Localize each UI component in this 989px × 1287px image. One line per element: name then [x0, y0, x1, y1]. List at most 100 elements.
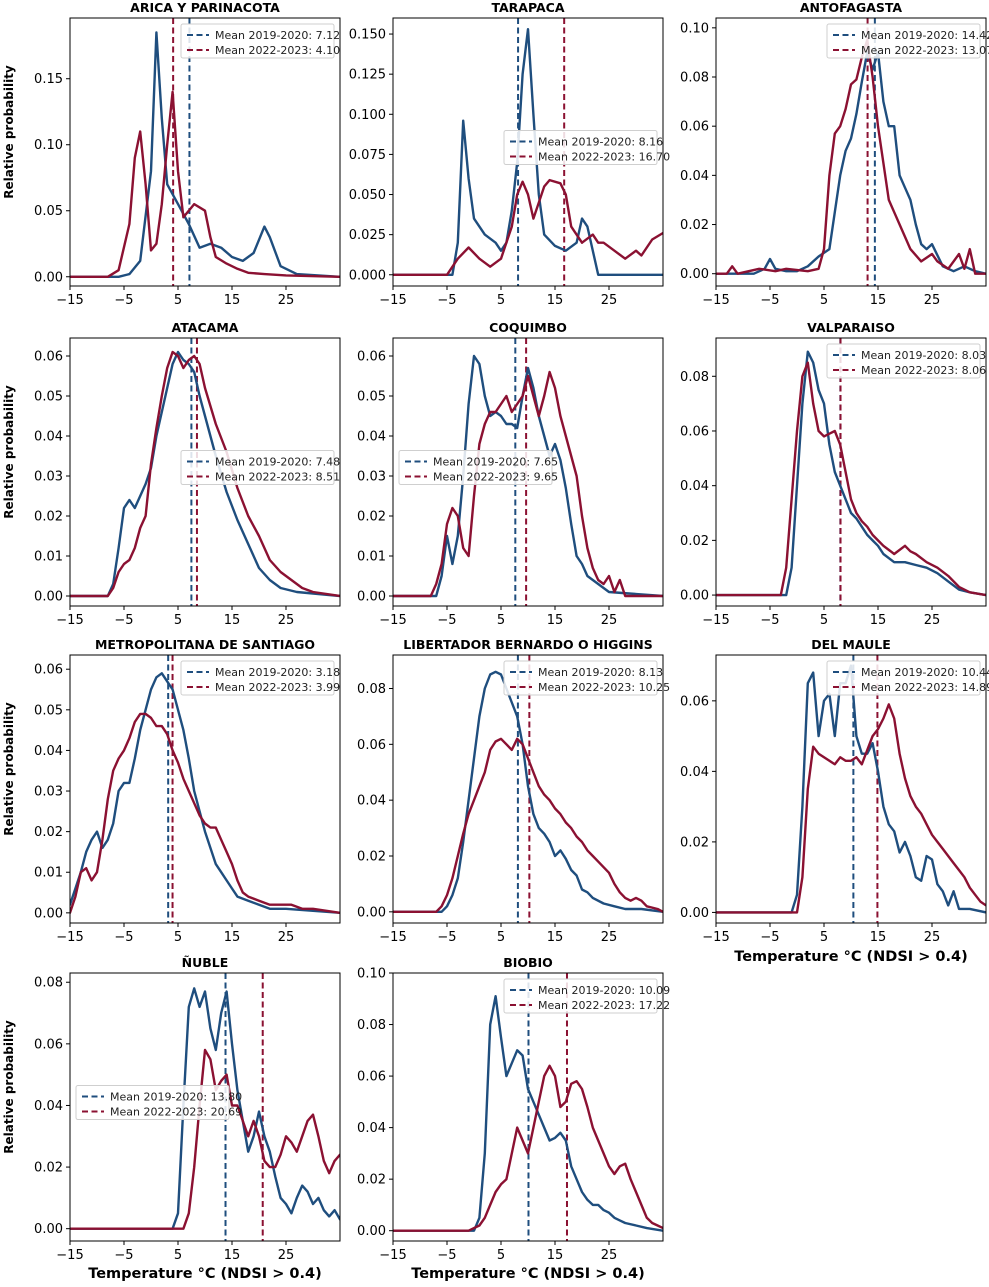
x-tick-label: 5 [497, 1248, 505, 1263]
y-axis-label: Relative probability [2, 702, 16, 836]
y-tick-label: 0.00 [680, 589, 709, 604]
legend-label: Mean 2019-2020: 7.48 [215, 456, 340, 469]
panel-frame [392, 972, 664, 1242]
x-tick-label: −15 [379, 930, 406, 945]
panel-frame [69, 972, 341, 1242]
legend-label: Mean 2019-2020: 10.44 [861, 666, 989, 679]
series-line-2022-2023 [716, 703, 986, 914]
x-tick-label: 5 [820, 930, 828, 945]
legend-box [180, 450, 335, 486]
y-tick-label: 0.04 [357, 1121, 386, 1136]
y-tick-label: 0.10 [357, 967, 386, 982]
y-tick-label: 0.00 [34, 1222, 63, 1237]
y-tick-label: 0.05 [357, 390, 386, 405]
x-tick-label: 15 [870, 613, 887, 628]
legend: Mean 2019-2020: 8.03 Mean 2022-2023: 8.06 [826, 343, 986, 379]
panel: COQUIMBO 0.00 0.01 0.02 0.03 0.04 0.05 0.06 −15 −… [357, 320, 664, 628]
x-tick-label: −15 [379, 1248, 406, 1263]
legend-label: Mean 2019-2020: 10.09 [538, 984, 670, 997]
x-axis-label: Temperature °C (NDSI > 0.4) [88, 1266, 321, 1282]
y-tick-label: 0.06 [357, 350, 386, 365]
y-tick-label: 0.00 [680, 267, 709, 282]
series-line-2019-2020 [393, 995, 663, 1232]
series-line-2022-2023 [393, 178, 663, 276]
x-tick-label: −5 [437, 613, 456, 628]
y-tick-label: 0.00 [34, 590, 63, 605]
x-tick-label: 15 [224, 613, 241, 628]
series-line-2022-2023 [70, 350, 340, 598]
panel-frame [715, 654, 987, 924]
panel-title: COQUIMBO [489, 320, 567, 335]
y-tick-label: 0.08 [34, 976, 63, 991]
panel-title: LIBERTADOR BERNARDO O HIGGINS [403, 637, 653, 652]
panel-title: ANTOFAGASTA [800, 0, 903, 15]
legend: Mean 2019-2020: 8.16 Mean 2022-2023: 16.7… [503, 130, 670, 166]
panel-frame [392, 17, 664, 287]
x-tick-label: 5 [497, 293, 505, 308]
x-tick-label: −5 [114, 1248, 133, 1263]
legend-box [826, 660, 981, 696]
y-tick-label: 0.06 [680, 694, 709, 709]
x-tick-label: 25 [278, 293, 295, 308]
x-tick-label: 25 [601, 293, 618, 308]
y-tick-label: 0.02 [680, 534, 709, 549]
y-tick-label: 0.02 [680, 835, 709, 850]
panel-frame [392, 337, 664, 607]
x-tick-label: −5 [114, 613, 133, 628]
panel: VALPARAISO 0.00 0.02 0.04 0.06 0.08 −15 −5 5 15 25… [680, 320, 987, 628]
series-line-2022-2023 [716, 361, 986, 597]
y-tick-label: 0.05 [34, 390, 63, 405]
x-tick-label: 5 [497, 613, 505, 628]
legend-box [503, 660, 658, 696]
x-tick-label: 5 [820, 613, 828, 628]
series-line-2019-2020 [393, 354, 663, 598]
panel: ANTOFAGASTA 0.00 0.02 0.04 0.06 0.08 0.10 −15 −5… [680, 0, 989, 308]
y-tick-label: 0.08 [357, 682, 386, 697]
y-tick-label: 0.04 [34, 744, 63, 759]
y-tick-label: 0.03 [34, 470, 63, 485]
y-tick-label: 0.00 [680, 906, 709, 921]
legend: Mean 2019-2020: 14.42 Mean 2022-2023: 13.… [826, 23, 989, 59]
panel-data [70, 18, 340, 286]
x-tick-label: −15 [702, 613, 729, 628]
x-axis-label: Temperature °C (NDSI > 0.4) [411, 1266, 644, 1282]
x-tick-label: 25 [601, 1248, 618, 1263]
panel-title: BIOBIO [503, 955, 553, 970]
y-tick-label: 0.04 [357, 794, 386, 809]
x-tick-label: −15 [379, 613, 406, 628]
panel: DEL MAULE 0.00 0.02 0.04 0.06 −15 −5 5 15 25 Mean … [680, 637, 989, 945]
y-tick-label: 0.00 [34, 906, 63, 921]
legend: Mean 2019-2020: 7.12 Mean 2022-2023: 4.10 [180, 23, 340, 59]
panel: LIBERTADOR BERNARDO O HIGGINS 0.00 0.02 0.0… [357, 637, 670, 945]
x-tick-label: 15 [547, 613, 564, 628]
legend-label: Mean 2022-2023: 4.10 [215, 44, 340, 57]
y-axis-label: Relative probability [2, 385, 16, 519]
x-tick-label: 5 [174, 930, 182, 945]
y-tick-label: 0.15 [34, 72, 63, 87]
x-tick-label: 25 [601, 613, 618, 628]
y-tick-label: 0.01 [34, 550, 63, 565]
y-tick-label: 0.10 [34, 138, 63, 153]
series-line-2019-2020 [70, 350, 340, 598]
panel-data [393, 655, 663, 923]
y-tick-label: 0.10 [680, 21, 709, 36]
panel-data [716, 655, 986, 923]
panel: TARAPACA 0.000 0.025 0.050 0.075 0.100 0.125 0.… [349, 0, 670, 308]
legend-label: Mean 2019-2020: 7.65 [433, 456, 558, 469]
series-line-2022-2023 [70, 1048, 340, 1230]
x-tick-label: −5 [437, 1248, 456, 1263]
x-tick-label: −15 [56, 930, 83, 945]
legend-label: Mean 2019-2020: 3.18 [215, 666, 340, 679]
x-tick-label: −15 [702, 930, 729, 945]
panel: ATACAMA 0.00 0.01 0.02 0.03 0.04 0.05 0.06 −15 −5… [34, 320, 341, 628]
y-axis-label: Relative probability [2, 1020, 16, 1154]
legend-label: Mean 2022-2023: 13.07 [861, 44, 989, 57]
x-tick-label: 5 [820, 293, 828, 308]
y-tick-label: 0.08 [357, 1018, 386, 1033]
panel-title: DEL MAULE [811, 637, 891, 652]
panel-title: ARICA Y PARINACOTA [130, 0, 280, 15]
legend-label: Mean 2022-2023: 14.89 [861, 681, 989, 694]
y-tick-label: 0.00 [357, 590, 386, 605]
y-tick-label: 0.04 [34, 430, 63, 445]
y-tick-label: 0.05 [34, 204, 63, 219]
